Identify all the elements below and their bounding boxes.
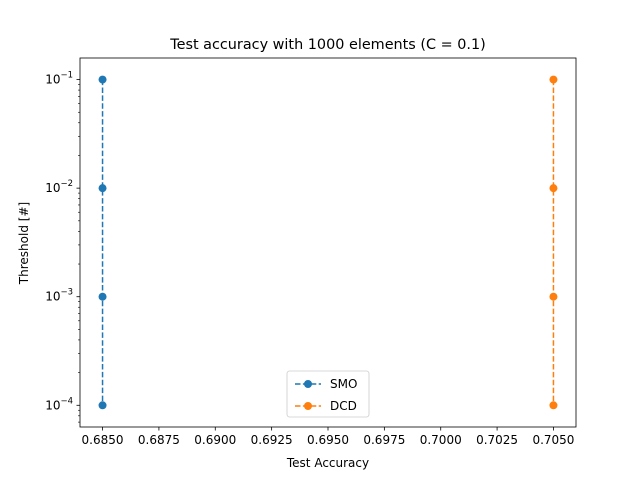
x-tick-label: 0.7025 [476, 433, 518, 447]
y-axis-label: Threshold [#] [17, 202, 31, 285]
data-point-smo [98, 75, 107, 84]
legend-label-smo: SMO [330, 377, 357, 391]
x-tick-label: 0.7050 [532, 433, 574, 447]
data-point-smo [98, 292, 107, 301]
legend-label-dcd: DCD [330, 399, 357, 413]
data-point-dcd [549, 292, 558, 301]
x-tick-label: 0.6950 [307, 433, 349, 447]
plot-area: 0.6850 0.6875 0.6900 0.6925 0.6950 0.6975 0.70… [45, 57, 577, 447]
y-tick-label: 10−4 [45, 396, 73, 412]
x-axis-label: Test Accuracy [286, 456, 369, 470]
y-tick-label: 10−3 [45, 288, 73, 304]
x-tick-label: 0.6975 [363, 433, 405, 447]
data-point-smo [98, 401, 107, 410]
data-point-dcd [549, 401, 558, 410]
x-tick-label: 0.6875 [138, 433, 180, 447]
data-point-dcd [549, 184, 558, 193]
y-tick-label: 10−2 [45, 179, 73, 195]
data-point-dcd [549, 75, 558, 84]
legend-marker-dcd [304, 402, 312, 410]
data-point-smo [98, 184, 107, 193]
axes-frame [79, 57, 577, 428]
x-tick-label: 0.6900 [194, 433, 236, 447]
legend-marker-smo [304, 380, 312, 388]
y-tick-label: 10−1 [45, 71, 73, 87]
x-tick-label: 0.7000 [420, 433, 462, 447]
legend: SMO DCD [286, 370, 370, 418]
chart-title: Test accuracy with 1000 elements (C = 0.… [169, 37, 486, 53]
x-tick-label: 0.6925 [251, 433, 293, 447]
x-tick-label: 0.6850 [82, 433, 124, 447]
